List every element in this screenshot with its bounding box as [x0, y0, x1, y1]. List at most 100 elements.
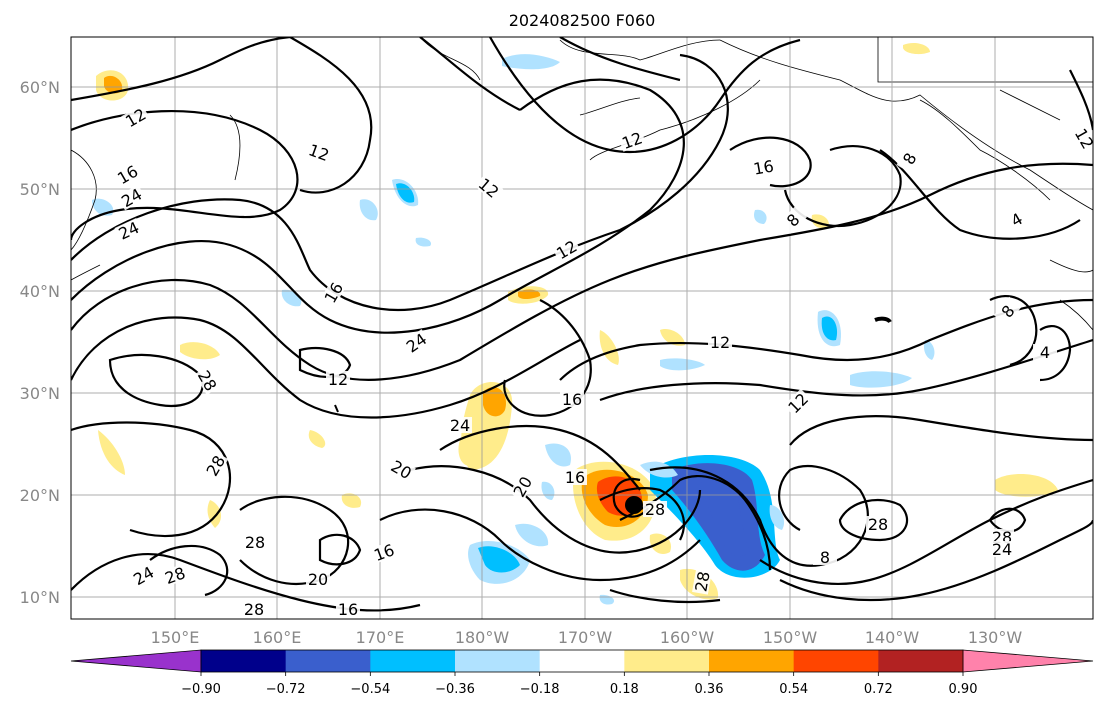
lon-label: 180°W	[455, 628, 510, 647]
colorbar-max-extension	[962, 649, 1094, 673]
lon-label: 130°W	[968, 628, 1023, 647]
colorbar-swatch	[455, 650, 541, 672]
contour-label-bg	[326, 371, 350, 387]
contour-label-bg	[305, 140, 334, 164]
contour-label: 24	[450, 416, 470, 435]
lat-label: 10°N	[20, 588, 60, 607]
contour-label-bg	[387, 456, 416, 483]
lat-label: 40°N	[20, 282, 60, 301]
contour-label: 28	[245, 533, 265, 552]
contour-label-bg	[129, 562, 158, 589]
lon-label: 150°E	[151, 628, 200, 647]
contour-label-bg	[563, 469, 587, 485]
colorbar: −0.90 −0.72 −0.54 −0.36 −0.18 0.18 0.36 0.54 0.7…	[70, 649, 1094, 697]
contour-label-bg	[369, 540, 398, 564]
contour-label-bg	[560, 391, 584, 407]
coastlines	[71, 37, 1093, 331]
colorbar-tick-label: −0.36	[435, 682, 475, 697]
contour-label-bg	[320, 278, 347, 307]
colorbar-swatch	[709, 650, 795, 672]
contour-label-bg	[708, 334, 732, 350]
contour-label-bg	[643, 501, 667, 517]
contour-label-bg	[813, 549, 837, 565]
latitude-labels: 60°N 50°N 40°N 30°N 20°N 10°N	[20, 78, 60, 607]
contour-label: 16	[565, 468, 585, 487]
contour-label-bg	[1033, 344, 1057, 360]
contour-label-bg	[194, 366, 221, 395]
contour-label-bg	[866, 516, 890, 532]
contour-label-bg	[1002, 206, 1031, 233]
colorbar-swatch	[793, 650, 879, 672]
height-contours	[71, 37, 1093, 612]
contour-label-bg	[990, 541, 1014, 557]
contour-label-bg	[117, 184, 146, 211]
colorbar-tick-label: −0.54	[350, 682, 390, 697]
contour-label-bg	[243, 534, 267, 550]
contour-label: 28	[691, 570, 713, 593]
colorbar-tick-label: −0.90	[181, 682, 221, 697]
map-frame	[70, 36, 1094, 620]
gridlines	[71, 37, 1093, 619]
contour-label: 8	[820, 548, 830, 567]
contour-label: 28	[645, 500, 665, 519]
contour-label: 28	[244, 600, 264, 619]
figure-title: 2024082500 F060	[509, 11, 656, 30]
contour-label-bg	[750, 157, 777, 178]
contour-label-bg	[509, 472, 536, 501]
lon-label: 170°W	[558, 628, 613, 647]
contour-label-bg	[896, 144, 923, 173]
contour-label-bg	[242, 601, 266, 617]
colorbar-min-extension	[70, 649, 202, 673]
contour-label-bg	[113, 161, 142, 188]
contour-label-bg	[692, 568, 713, 595]
contour-label: 16	[562, 390, 582, 409]
contour-label: 12	[328, 370, 348, 389]
lat-label: 20°N	[20, 486, 60, 505]
contour-label: 16	[752, 156, 775, 178]
storm-center-marker	[334, 316, 892, 514]
lon-label: 160°E	[253, 628, 302, 647]
colorbar-swatch	[539, 650, 625, 672]
colorbar-swatch	[285, 650, 371, 672]
longitude-labels: 150°E 160°E 170°E 180°W 170°W 160°W 150°W 140°W…	[151, 628, 1023, 647]
lon-label: 170°E	[356, 628, 405, 647]
colorbar-swatch	[201, 650, 287, 672]
contour-label: 16	[338, 600, 358, 619]
contour-label: 20	[308, 570, 328, 589]
contour-label-bg	[448, 417, 472, 433]
colorbar-tick-label: 0.54	[779, 682, 808, 697]
contour-label-bg	[202, 451, 229, 480]
contour-label-bg	[474, 173, 504, 202]
lon-label: 140°W	[865, 628, 920, 647]
contour-label: 28	[868, 515, 888, 534]
colorbar-tick-label: 0.72	[864, 682, 893, 697]
contour-label-bg	[778, 205, 808, 235]
lat-label: 50°N	[20, 180, 60, 199]
lon-label: 160°W	[660, 628, 715, 647]
contour-label: 12	[710, 333, 730, 352]
colorbar-tick-label: 0.36	[695, 682, 724, 697]
colorbar-tick-label: 0.18	[610, 682, 639, 697]
colorbar-tick-label: 0.90	[949, 682, 978, 697]
contour-label-bg	[552, 236, 581, 263]
contour-label-bg	[993, 296, 1022, 326]
contour-label-bg	[783, 388, 813, 418]
contour-label-bg	[1071, 124, 1093, 153]
colorbar-tick-label: −0.18	[520, 682, 560, 697]
lon-label: 150°W	[763, 628, 818, 647]
contour-label-bg	[401, 329, 431, 356]
contour-label-bg	[306, 571, 330, 587]
colorbar-swatch	[370, 650, 456, 672]
contour-label-bg	[114, 217, 143, 243]
lat-label: 60°N	[20, 78, 60, 97]
contour-label: 24	[992, 540, 1012, 559]
colorbar-swatch	[624, 650, 710, 672]
contour-label-bg	[617, 128, 646, 152]
colorbar-tick-label: −0.72	[266, 682, 306, 697]
colorbar-frame	[200, 649, 964, 673]
colorbar-swatch	[878, 650, 964, 672]
contour-label: 4	[1040, 343, 1050, 362]
contour-label-bg	[160, 563, 189, 587]
